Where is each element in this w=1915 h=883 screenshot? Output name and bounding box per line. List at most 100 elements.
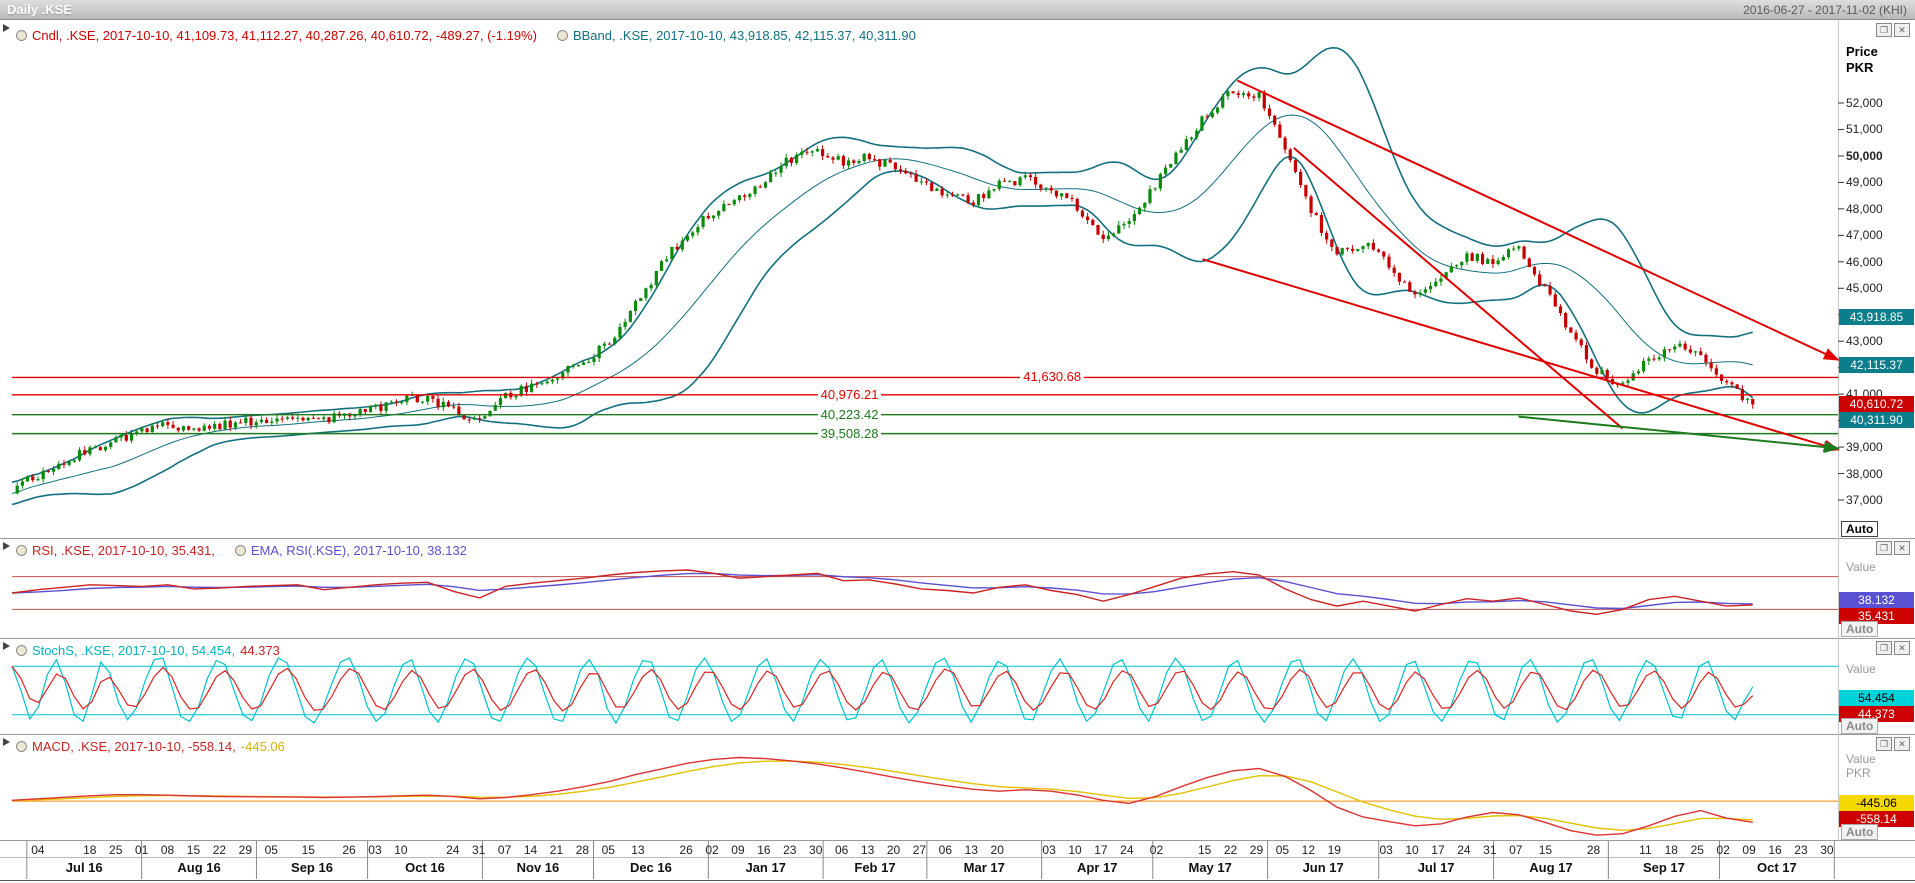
x-axis-day-label: 14 [523,843,538,857]
x-axis-day-label: 03 [1379,843,1393,857]
x-axis-day-label: 30 [1820,843,1834,857]
panel-close-icon[interactable]: ✕ [1894,23,1910,37]
panel-value-label: Value [1846,662,1876,676]
legend-label: MACD, .KSE, 2017-10-10, -558.14, [32,739,236,754]
x-axis-day-label: 13 [631,843,645,857]
x-axis-day-label: 28 [1586,843,1601,857]
x-axis-month-label: Sep 17 [1642,860,1685,875]
legend-item[interactable]: EMA, RSI(.KSE), 2017-10-10, 38.132 [234,543,467,558]
x-axis-day-label: 22 [1223,843,1238,857]
x-axis-day-label: 27 [912,843,927,857]
x-axis-day-label: 16 [1768,843,1782,857]
x-axis-day-label: 31 [1483,843,1497,857]
x-axis-day-label: 11 [1639,843,1652,857]
x-axis-day-label: 23 [1794,843,1808,857]
x-axis-day-label: 09 [1742,843,1756,857]
auto-scale-button[interactable]: Auto [1841,824,1879,840]
price-level-label: 40,223.42 [817,406,882,422]
panel-close-icon[interactable]: ✕ [1894,737,1910,751]
legend-item[interactable]: StochS, .KSE, 2017-10-10, 54.454, 44.373 [16,643,280,658]
panel-restore-icon[interactable]: ❐ [1876,737,1892,751]
panel-close-icon[interactable]: ✕ [1894,541,1910,555]
x-axis-day-label: 10 [1405,843,1419,857]
price-level-label: 40,976.21 [817,386,882,402]
panel-controls: ❐ ✕ [1876,541,1910,555]
price-axis-tick-label: 46,000 [1846,254,1883,269]
panel-restore-icon[interactable]: ❐ [1876,541,1892,555]
legend-study-icon[interactable] [234,545,246,556]
x-axis-day-label: 17 [1094,843,1108,857]
legend-study-icon[interactable] [16,545,27,556]
x-axis-day-label: 10 [1068,843,1082,857]
x-axis-day-label: 23 [783,843,797,857]
x-axis-day-label: 26 [342,843,356,857]
x-axis-month-label: Jan 17 [745,860,786,875]
x-axis-month-label: Nov 16 [516,860,560,875]
price-axis-tick-label: 48,000 [1846,201,1883,216]
legend-study-icon[interactable] [16,645,27,656]
x-axis-month-label: Jul 17 [1417,860,1455,875]
legend-row: Cndl, .KSE, 2017-10-10, 41,109.73, 41,11… [16,28,916,43]
price-axis-tick-label: 50,000 [1846,148,1883,163]
title-bar[interactable]: Daily .KSE 2016-06-27 - 2017-11-02 (KHI) [0,0,1915,20]
x-axis-month-label: Oct 17 [1757,860,1797,875]
price-value-box: 40,610.72 [1839,396,1914,413]
price-axis-title: Price [1846,44,1878,59]
x-axis-day-label: 10 [394,843,408,857]
price-axis-tick-label: 47,000 [1846,228,1883,243]
x-axis-day-label: 07 [1509,843,1523,857]
legend-label: EMA, RSI(.KSE), 2017-10-10, 38.132 [250,543,467,558]
x-axis-day-label: 24 [446,843,460,857]
x-axis-day-label: 07 [497,843,512,857]
auto-scale-button[interactable]: Auto [1841,718,1879,734]
legend-label: StochS, .KSE, 2017-10-10, 54.454, [32,643,236,658]
legend-item[interactable]: Cndl, .KSE, 2017-10-10, 41,109.73, 41,11… [16,28,537,43]
panel-close-icon[interactable]: ✕ [1894,641,1910,655]
x-axis-day-label: 04 [31,843,45,857]
x-axis-day-label: 09 [731,843,745,857]
indicator-value-box: 54.454 [1839,690,1914,706]
panel-value-label: Value [1846,752,1876,766]
price-axis-tick-label: 39,000 [1846,440,1883,455]
legend-item[interactable]: MACD, .KSE, 2017-10-10, -558.14, -445.06 [16,739,285,754]
x-axis-month-label: Jul 16 [65,860,103,875]
x-axis-day-label: 16 [757,843,771,857]
legend-study-icon[interactable] [16,741,27,752]
x-axis-day-label: 06 [938,843,953,857]
panel-controls: ❐ ✕ [1876,641,1910,655]
indicator-value-box: -445.06 [1839,795,1914,811]
x-axis-day-label: 15 [1197,843,1212,857]
x-axis-day-label: 01 [134,843,149,857]
auto-scale-button[interactable]: Auto [1841,521,1879,537]
x-axis-day-label: 15 [301,843,315,857]
price-value-box: 40,311.90 [1839,412,1914,429]
x-axis-day-label: 02 [1716,843,1730,857]
legend-study-icon[interactable] [556,30,568,41]
auto-scale-button[interactable]: Auto [1841,621,1879,637]
x-axis-day-label: 05 [1275,843,1290,857]
price-axis-tick-label: 38,000 [1846,466,1883,481]
panel-restore-icon[interactable]: ❐ [1876,641,1892,655]
x-axis-day-label: 24 [1120,843,1134,857]
x-axis-day-label: 20 [990,843,1004,857]
x-axis-day-label: 24 [1457,843,1471,857]
legend-item[interactable]: RSI, .KSE, 2017-10-10, 35.431, [16,543,215,558]
x-axis-day-label: 20 [886,843,901,857]
x-axis-day-label: 02 [1149,843,1164,857]
x-axis-month-label: Dec 16 [629,860,672,875]
panel-restore-icon[interactable]: ❐ [1876,23,1892,37]
legend-label: Cndl, .KSE, 2017-10-10, 41,109.73, 41,11… [32,28,537,43]
x-axis-day-label: 29 [238,843,252,857]
legend-study-icon[interactable] [16,30,27,41]
x-axis-day-label: 05 [601,843,615,857]
x-axis-month-label: Jun 17 [1302,860,1344,875]
price-axis-title: PKR [1846,60,1874,75]
x-axis-day-label: 21 [549,843,564,857]
x-axis-month-label: Oct 16 [405,860,445,875]
price-axis-tick-label: 49,000 [1846,175,1883,190]
legend-item[interactable]: BBand, .KSE, 2017-10-10, 43,918.85, 42,1… [556,28,916,43]
x-axis-month-label: Mar 17 [963,860,1005,875]
